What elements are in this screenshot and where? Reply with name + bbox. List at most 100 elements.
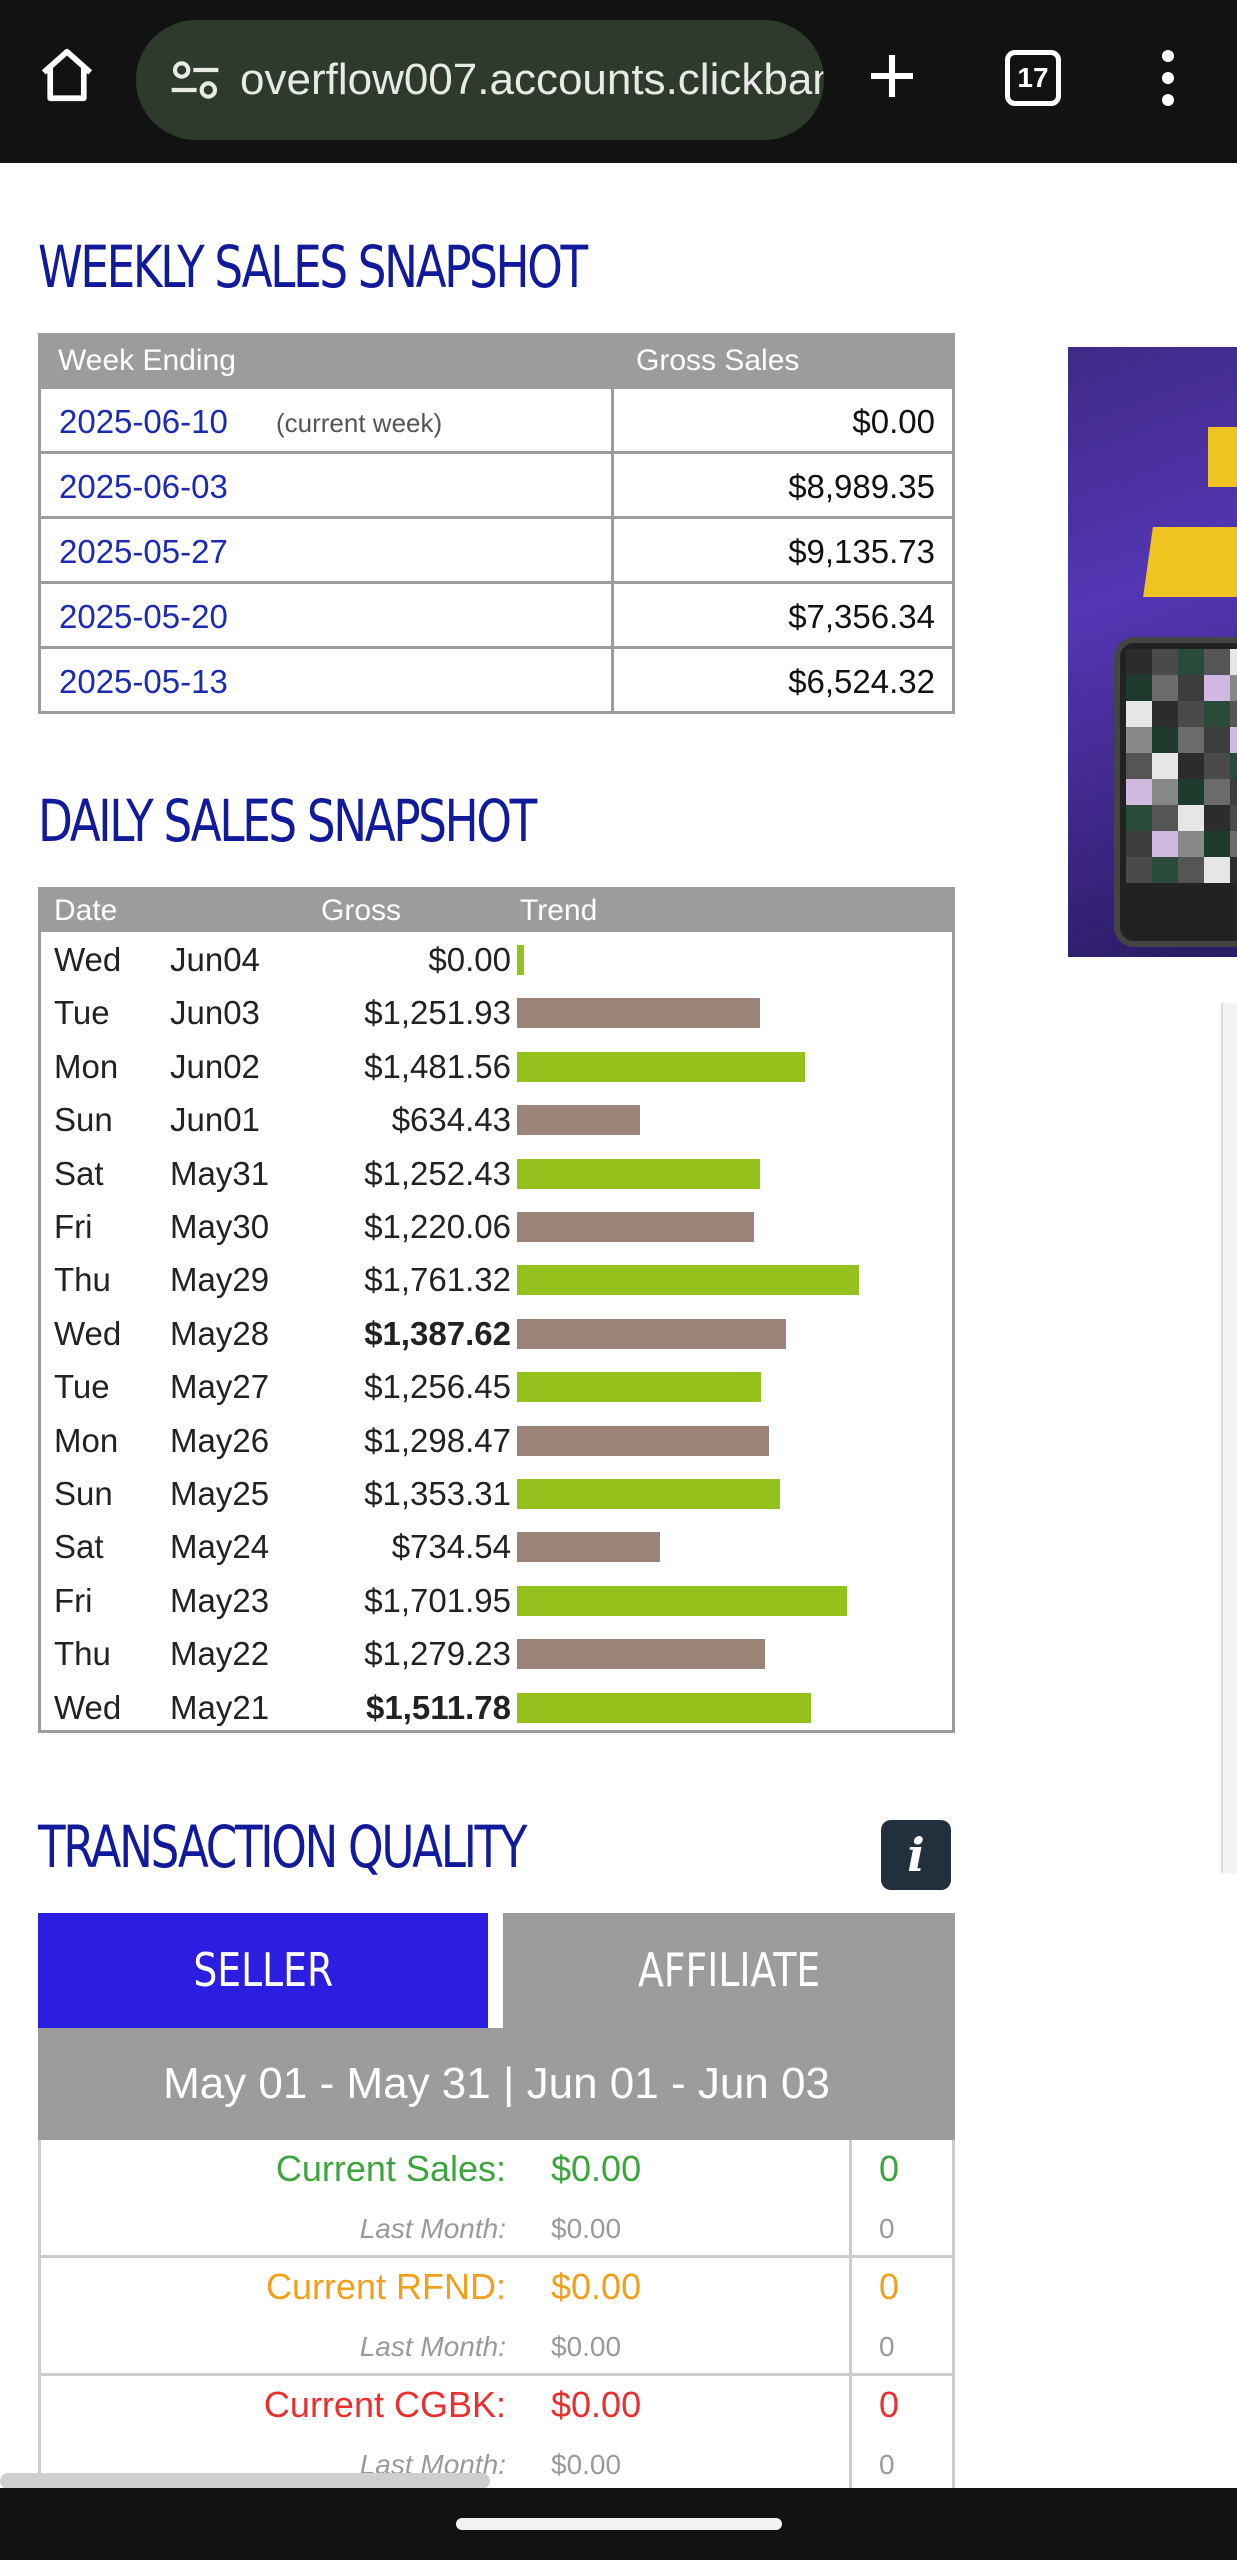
horizontal-scrollbar[interactable] [0,2473,490,2488]
week-cell: 2025-05-13 [41,649,614,711]
week-date-link[interactable]: 2025-06-03 [59,468,228,505]
week-cell: 2025-06-10 (current week) [41,389,614,451]
weekly-header: Week Ending Gross Sales [41,336,952,386]
day-of-week: Sat [54,1154,104,1192]
quality-row: Current Sales: $0.00 0 Last Month: $0.00 0 [41,2140,952,2258]
quality-count: 0 [879,2384,900,2425]
day-gross: $1,252.43 [364,1154,511,1192]
day-of-week: Fri [54,1208,93,1245]
day-of-week: Mon [54,1421,119,1459]
trend-bar [517,1692,811,1723]
quality-value: $0.00 [551,2148,642,2189]
week-date-link[interactable]: 2025-05-20 [59,598,228,635]
table-row: Fri May23 $1,701.95 [41,1574,952,1627]
last-month-label: Last Month: [359,2213,506,2244]
day-of-week: Sat [54,1528,104,1566]
trend-bar [517,1585,847,1616]
day-gross: $1,279.23 [364,1635,511,1673]
day-date: May30 [170,1208,270,1245]
address-bar[interactable]: overflow007.accounts.clickbank [136,20,824,140]
weekly-col-gross: Gross Sales [636,344,800,377]
day-gross: $1,220.06 [364,1208,511,1245]
table-row: Thu May22 $1,279.23 [41,1627,952,1680]
week-amount: $7,356.34 [788,598,935,635]
last-month-count: 0 [879,2213,895,2244]
quality-label: Current RFND: [265,2266,506,2307]
info-icon[interactable]: i [881,1820,951,1890]
trend-bar [517,1639,765,1670]
trend-bar [517,1372,761,1403]
advertisement-image[interactable] [1068,347,1237,957]
table-row: Sat May31 $1,252.43 [41,1147,952,1200]
trend-bar [517,1158,760,1189]
trend-bar [517,1265,859,1296]
quality-value: $0.00 [551,2266,642,2307]
trend-bar [517,1479,780,1509]
table-row: 2025-05-20 $7,356.34 [41,581,952,646]
quality-title: TRANSACTION QUALITY [38,1813,527,1881]
week-amount: $0.00 [852,403,935,440]
daily-sales-table: Date Gross Trend Wed Jun04 $0.00 Tue Jun03 $1… [38,887,955,1733]
day-date: Jun02 [170,1047,260,1085]
trend-bar [517,1212,754,1242]
day-date: May26 [170,1421,270,1459]
day-gross: $1,481.56 [364,1047,511,1085]
system-navigation-bar [0,2488,1237,2560]
last-month-label: Last Month: [359,2331,506,2362]
overflow-menu-icon[interactable] [1156,50,1180,106]
day-of-week: Tue [54,1368,110,1406]
trend-bar [517,998,760,1029]
quality-row: Current RFND: $0.00 0 Last Month: $0.00 0 [41,2258,952,2376]
browser-toolbar: overflow007.accounts.clickbank 17 [0,0,1237,163]
week-date-link[interactable]: 2025-05-27 [59,533,228,570]
table-row: Sun May25 $1,353.31 [41,1467,952,1520]
day-gross: $1,251.93 [364,994,511,1032]
url-text[interactable]: overflow007.accounts.clickbank [240,55,824,104]
last-month-count: 0 [879,2331,895,2362]
table-row: 2025-05-27 $9,135.73 [41,516,952,581]
day-gross: $1,298.47 [364,1421,511,1459]
day-date: Jun04 [170,941,260,978]
trend-bar [517,1105,640,1136]
new-tab-plus-icon[interactable] [864,48,920,104]
week-date-link[interactable]: 2025-05-13 [59,663,228,700]
week-cell: 2025-06-03 [41,454,614,516]
daily-title: DAILY SALES SNAPSHOT [38,787,537,855]
site-settings-icon[interactable] [170,60,220,100]
day-of-week: Sun [54,1475,113,1512]
tab-affiliate-label: AFFILIATE [637,1943,821,1997]
table-row: Fri May30 $1,220.06 [41,1200,952,1253]
day-gross: $1,353.31 [364,1475,511,1512]
gesture-handle[interactable] [456,2518,782,2530]
day-of-week: Thu [54,1261,111,1299]
last-month-count: 0 [879,2449,895,2480]
day-gross: $634.43 [391,1101,511,1139]
table-row: Tue May27 $1,256.45 [41,1360,952,1413]
tab-seller[interactable]: SELLER [38,1913,488,2028]
trend-bar [517,1425,769,1456]
day-gross: $1,701.95 [364,1581,511,1619]
table-row: 2025-06-03 $8,989.35 [41,451,952,516]
table-row: Wed May21 $1,511.78 [41,1681,952,1734]
day-of-week: Wed [54,1688,122,1726]
day-of-week: Mon [54,1047,119,1085]
daily-col-date: Date [54,894,118,927]
day-date: May31 [170,1154,270,1192]
day-of-week: Thu [54,1635,111,1673]
table-row: Mon May26 $1,298.47 [41,1414,952,1467]
daily-header: Date Gross Trend [41,890,952,932]
quality-label: Current CGBK: [263,2384,506,2425]
week-date-link[interactable]: 2025-06-10 [59,403,228,440]
daily-col-trend: Trend [520,894,598,927]
day-of-week: Wed [54,941,122,978]
trend-bar [517,945,524,975]
day-date: Jun03 [170,994,260,1032]
daily-col-gross: Gross [321,894,402,927]
tab-affiliate[interactable]: AFFILIATE [503,1913,955,2028]
weekly-sales-table: Week Ending Gross Sales 2025-06-10 (curre… [38,333,955,714]
tab-switcher-icon[interactable]: 17 [1005,50,1061,106]
day-date: May25 [170,1475,270,1512]
day-date: May29 [170,1261,270,1299]
weekly-col-week: Week Ending [58,344,236,377]
home-icon[interactable] [36,44,98,106]
